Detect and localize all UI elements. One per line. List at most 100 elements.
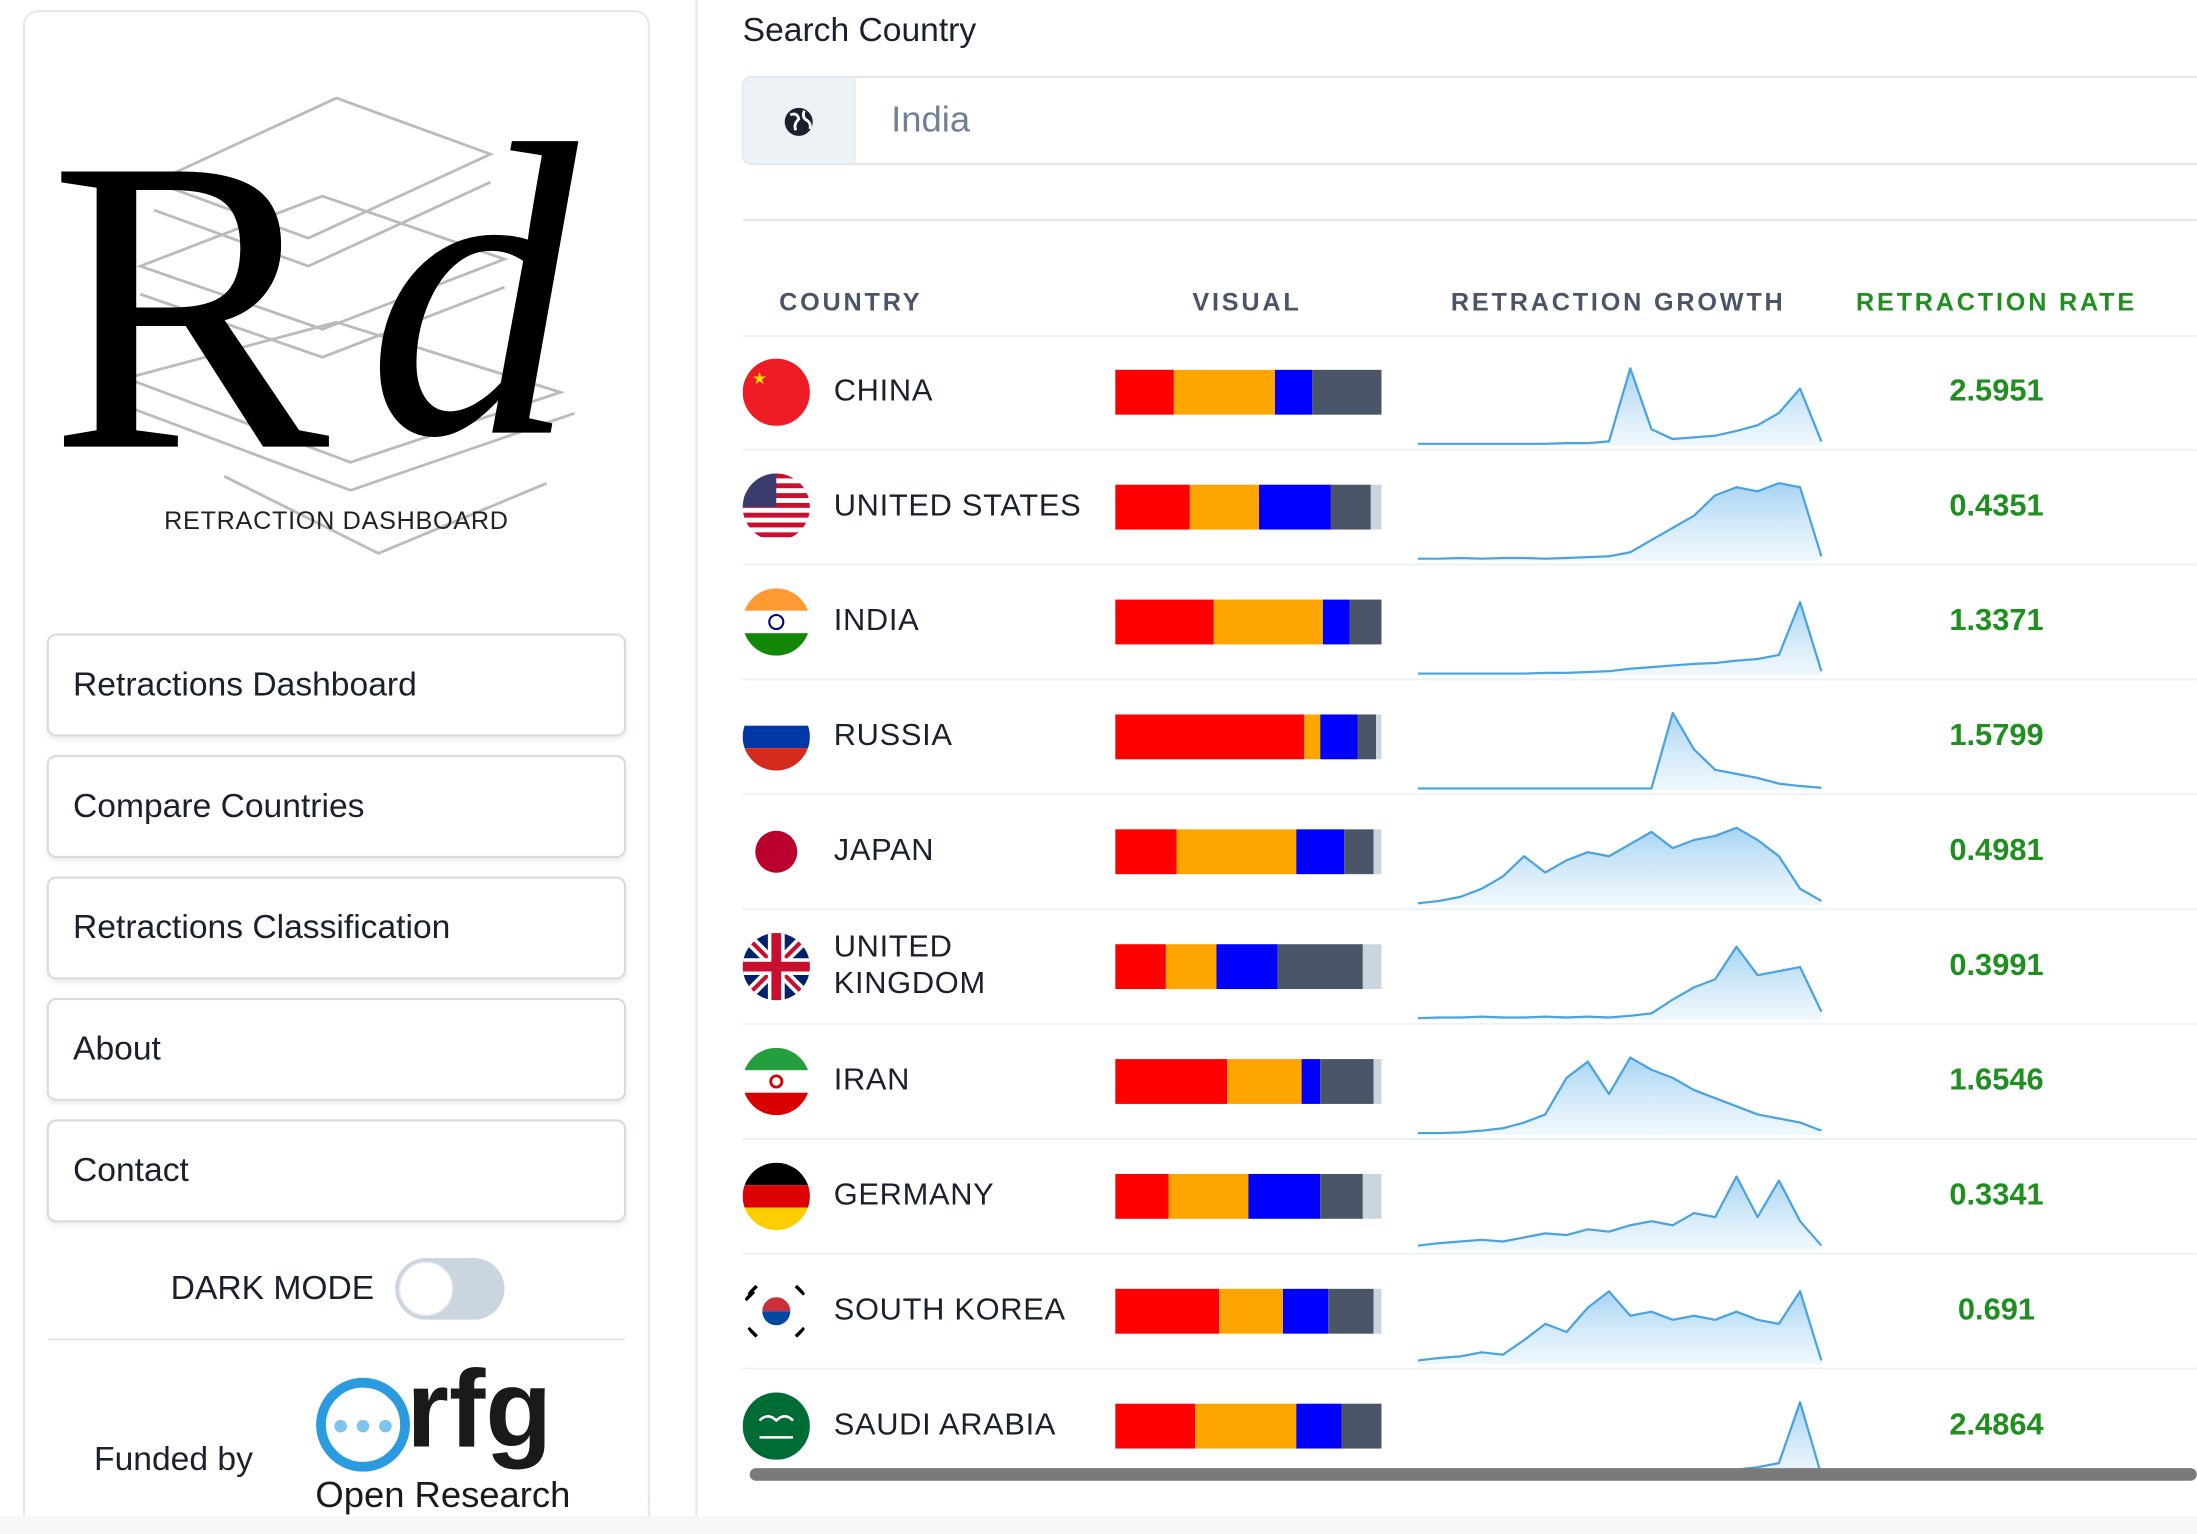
growth-area — [1417, 1176, 1822, 1250]
growth-line — [1417, 1056, 1822, 1135]
visual-segment — [1176, 829, 1297, 875]
growth-line — [1417, 600, 1823, 675]
search-value: India — [891, 99, 971, 140]
flag-part — [742, 1162, 810, 1186]
growth-area — [1417, 946, 1822, 1020]
table-body: ★ CHINA 2.5951 UNITED STATES 0.4351 INDIA 1.33… — [742, 358, 2197, 1480]
flag-part — [742, 633, 810, 656]
flag-part — [742, 1070, 810, 1093]
country-name: CHINA — [834, 372, 933, 407]
flag-part — [768, 613, 785, 631]
country-name: RUSSIA — [834, 717, 953, 752]
visual-segment — [1373, 829, 1382, 875]
nav-label: Retractions Dashboard — [73, 666, 417, 703]
retraction-rate: 1.6546 — [1949, 1062, 2043, 1097]
flag-part — [762, 1311, 791, 1326]
growth-area — [1417, 1057, 1822, 1135]
retraction-rate: 1.3371 — [1949, 602, 2043, 637]
nav-button[interactable] — [46, 633, 627, 737]
growth-area — [1417, 1291, 1822, 1365]
visual-segment — [1373, 1059, 1382, 1104]
flag-part — [742, 748, 810, 771]
flag-star: ★ — [752, 369, 767, 388]
country-name: JAPAN — [834, 832, 935, 867]
flag-part — [742, 588, 810, 611]
country-name: SAUDI ARABIA — [834, 1406, 1056, 1441]
growth-area — [1417, 827, 1822, 905]
retraction-rate: 0.4351 — [1949, 487, 2043, 522]
visual-segment — [1320, 1059, 1374, 1104]
visual-segment — [1322, 599, 1350, 645]
header-rate: RETRACTION RATE — [1856, 289, 2137, 317]
growth-line — [1417, 482, 1823, 560]
visual-segment — [1357, 714, 1377, 760]
visual-segment — [1330, 484, 1371, 530]
flag-part — [742, 473, 777, 508]
visual-segment — [1195, 1403, 1297, 1449]
nav-label: About — [73, 1031, 161, 1068]
header-growth: RETRACTION GROWTH — [1451, 289, 1786, 317]
growth-line — [1417, 826, 1822, 905]
visual-segment — [1115, 1403, 1196, 1449]
nav-button[interactable] — [46, 755, 627, 858]
visual-segment — [1301, 1059, 1321, 1104]
flag-part — [742, 522, 810, 528]
visual-segment — [1312, 369, 1382, 415]
retraction-rate: 2.4864 — [1949, 1406, 2043, 1441]
flag — [742, 1392, 810, 1460]
visual-segment — [1320, 714, 1358, 760]
flag — [742, 588, 810, 656]
flag-part — [742, 1185, 810, 1208]
flag: ★ — [742, 358, 810, 426]
funder-ring — [316, 1377, 410, 1472]
country-name: KINGDOM — [834, 965, 986, 1000]
visual-segment — [1362, 1173, 1382, 1219]
growth-area — [1417, 1402, 1822, 1480]
flag — [742, 933, 810, 1001]
growth-area — [1417, 602, 1822, 676]
flag — [742, 818, 810, 886]
visual-segment — [1275, 369, 1313, 415]
visual-segment — [1283, 1288, 1329, 1334]
flag-part — [742, 725, 810, 749]
nav-button[interactable] — [46, 1119, 627, 1223]
visual-segment — [1304, 714, 1321, 760]
nav-button[interactable] — [46, 876, 627, 980]
flag-part — [742, 1047, 810, 1071]
visual-segment — [1189, 484, 1260, 530]
visual-segment — [1248, 1173, 1321, 1219]
visual-segment — [1341, 1403, 1382, 1449]
logo-r: R — [49, 72, 331, 538]
nav-label: Contact — [73, 1152, 189, 1189]
country-name: UNITED STATES — [834, 487, 1082, 522]
funder-name: Open Research — [315, 1474, 570, 1515]
flag — [742, 703, 810, 771]
visual-segment — [1362, 944, 1382, 990]
visual-segment — [1373, 1288, 1382, 1334]
retraction-rate: 0.691 — [1958, 1291, 2035, 1326]
visual-segment — [1115, 1173, 1169, 1219]
visual-segment — [1370, 484, 1382, 530]
visual-segment — [1259, 484, 1331, 530]
nav-label: Compare Countries — [73, 788, 364, 825]
nav-button[interactable] — [46, 997, 627, 1101]
flag-part — [762, 1297, 791, 1312]
visual-segment — [1349, 599, 1382, 645]
retraction-rate: 0.4981 — [1949, 832, 2043, 867]
nav-label: Retractions Classification — [73, 909, 450, 946]
country-name: UNITED — [834, 929, 953, 964]
retraction-rate: 2.5951 — [1949, 372, 2043, 407]
nav: Retractions Dashboard Compare Countries Re… — [46, 633, 627, 1223]
visual-segment — [1296, 1403, 1342, 1449]
visual-segment — [1227, 1059, 1302, 1104]
flag-part — [742, 532, 810, 538]
flag-part — [742, 703, 810, 726]
visual-segment — [1216, 944, 1278, 990]
growth-area — [1417, 483, 1822, 561]
scrollbar[interactable] — [749, 1468, 2197, 1481]
flag — [742, 1162, 810, 1231]
visual-segment — [1173, 369, 1276, 415]
flag-part — [742, 1207, 810, 1231]
